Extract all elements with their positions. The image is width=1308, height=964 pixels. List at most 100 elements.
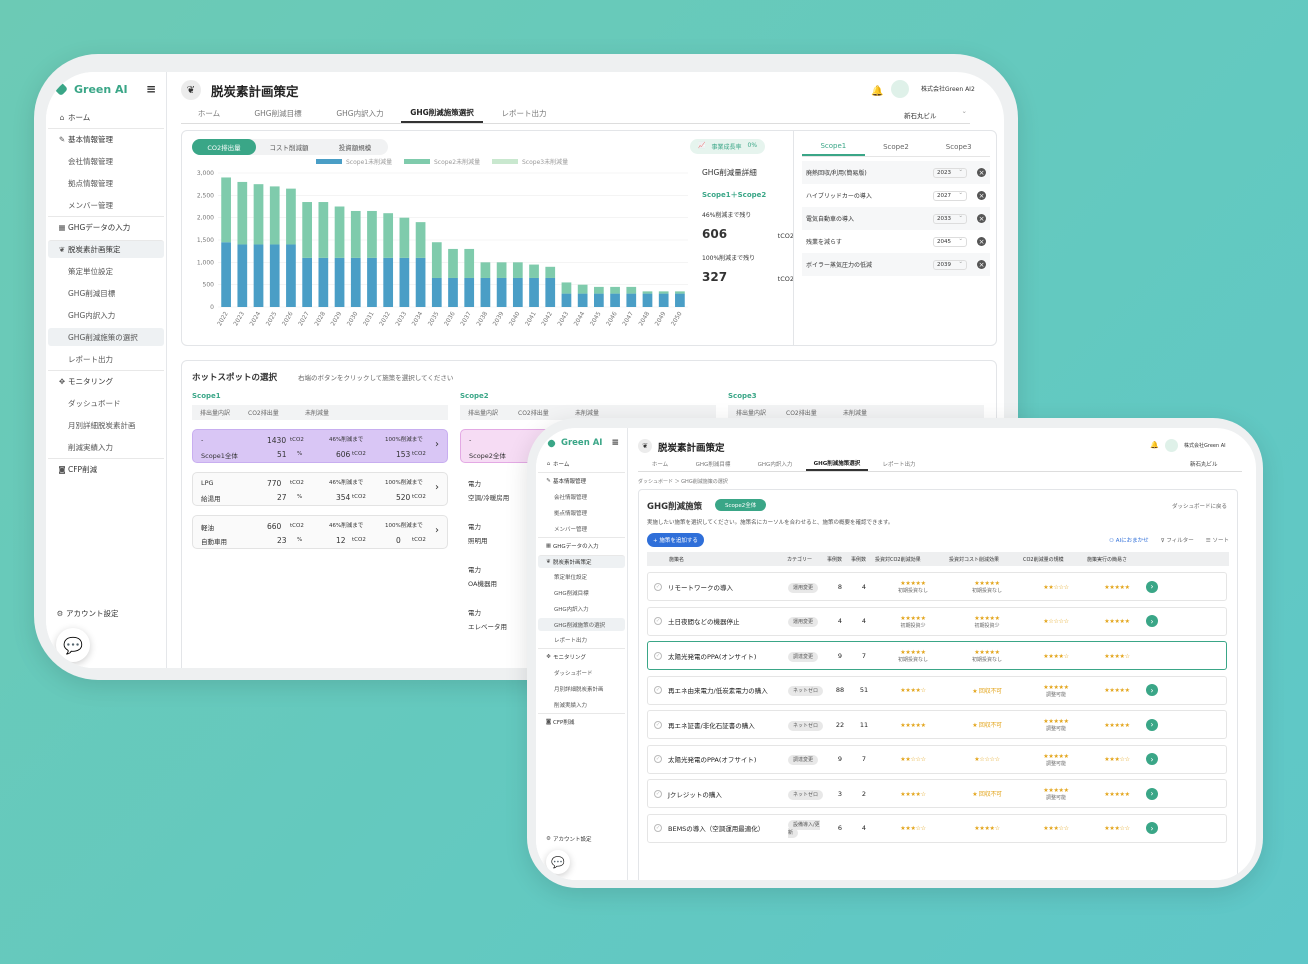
remove-icon[interactable]: × [977,214,986,223]
remove-icon[interactable]: × [977,191,986,200]
year-select[interactable]: 2027 [933,190,967,201]
measure-name[interactable]: リモートワークの導入 [668,583,733,592]
tab-report[interactable]: レポート出力 [501,109,547,118]
nav-strategy-unit[interactable]: 策定単位設定 [538,569,625,585]
back-to-dashboard-link[interactable]: ダッシュボードに戻る [1171,504,1227,510]
check-icon[interactable]: ✓ [654,651,662,660]
hotspot-item[interactable]: LPG 給湯用 770 tCO2 27% 46%削減まで 354 tCO2 100%削減まで 52… [192,472,448,506]
tab-report[interactable]: レポート出力 [882,462,916,468]
year-select[interactable]: 2023 [933,167,967,178]
nav-cfp[interactable]: ◙ CFP削減 [538,713,625,730]
check-icon[interactable]: ✓ [654,686,662,694]
check-icon[interactable]: ✓ [654,755,662,763]
column-header[interactable]: 事例数 [851,556,867,563]
filter-button[interactable]: ⊽ フィルター [1161,536,1194,544]
measure-name[interactable]: 再エネ由来電力/低炭素電力の購入 [668,687,768,695]
nav-home[interactable]: ⌂ ホーム [538,456,625,472]
table-row[interactable]: ✓ 太陽光発電のPPA(オフサイト) 調達変更 9 7 ★★☆☆☆ ★☆☆☆☆ ★★★★★ 調整… [647,744,1227,774]
nav-report[interactable]: レポート出力 [48,348,164,370]
bell-icon[interactable]: 🔔 [871,86,884,97]
table-row[interactable]: ✓ 土日夜間などの機器停止 運用変更 4 4 ★★★★★ 初期投資少 ★★★★★ 初期投資少 ★☆… [647,606,1227,636]
nav-account[interactable]: ⚙ アカウント設定 [54,608,119,619]
table-row[interactable]: ✓ 太陽光発電のPPA(オンサイト) 調達変更 9 7 ★★★★★ 初期投資なし ★★★★★ 初… [647,641,1227,670]
nav-ghg-input[interactable]: ▦ GHGデータの入力 [538,537,625,554]
measure-name[interactable]: 太陽光発電のPPA(オンサイト) [668,652,757,661]
nav-member[interactable]: メンバー管理 [538,521,625,537]
tab-scope2[interactable]: Scope2 [883,143,909,151]
table-row[interactable]: ✓ 再エネ証書/非化石証書の購入 ネットゼロ 22 11 ★★★★★ ★ 回収不可 ★★★★★… [647,710,1227,739]
check-icon[interactable]: ✓ [654,720,662,729]
nav-ghg-measures[interactable]: GHG削減施策の選択 [538,618,625,631]
tab-home[interactable]: ホーム [197,109,221,118]
table-row[interactable]: ✓ BEMSの導入（空調運用最適化） 設備導入/更新 6 4 ★★★☆☆ ★★★★☆ ★★★☆… [647,813,1227,843]
column-header[interactable]: 施策名 [669,556,685,563]
chat-button[interactable]: 💬 [546,850,570,874]
chevron-right-icon[interactable]: › [1146,718,1158,731]
chevron-right-icon[interactable]: › [1146,822,1158,834]
hotspot-item[interactable]: - Scope1全体 1430 tCO2 51% 46%削減まで 606 tCO2 100%削減… [192,429,448,463]
tab-ghg-measures[interactable]: GHG削減施策選択 [401,107,483,123]
nav-ghg-input[interactable]: ▦ GHGデータの入力 [48,216,164,238]
building-select[interactable]: 新石丸ビル [1190,462,1218,468]
nav-basic[interactable]: ✎ 基本情報管理 [48,128,164,150]
scope-badge[interactable]: Scope2全体 [715,499,767,511]
tab-ghg-breakdown[interactable]: GHG内訳入力 [336,109,384,118]
tab-ghg-target[interactable]: GHG削減目標 [695,462,731,468]
chevron-right-icon[interactable]: › [435,439,439,450]
remove-icon[interactable]: × [977,237,986,246]
nav-account[interactable]: ⚙ アカウント設定 [544,835,591,843]
bell-icon[interactable]: 🔔 [1150,441,1159,449]
tab-home[interactable]: ホーム [651,462,669,468]
nav-report[interactable]: レポート出力 [538,632,625,648]
column-header[interactable]: 事例数 [827,556,843,563]
nav-ghg-target[interactable]: GHG削減目標 [538,585,625,601]
hotspot-item[interactable]: 軽油 自動車用 660 tCO2 23% 46%削減まで 12 tCO2 100%削減まで 0 tC… [192,515,448,549]
column-header[interactable]: カテゴリー [787,556,813,563]
nav-strategy-unit[interactable]: 策定単位設定 [48,260,164,282]
tab-scope3[interactable]: Scope3 [945,143,972,151]
nav-site[interactable]: 拠点情報管理 [48,172,164,194]
chevron-right-icon[interactable]: › [1146,684,1158,696]
nav-ghg-measures[interactable]: GHG削減施策の選択 [48,328,164,346]
nav-ghg-breakdown[interactable]: GHG内訳入力 [48,304,164,326]
remove-icon[interactable]: × [977,168,986,177]
nav-home[interactable]: ⌂ ホーム [48,106,164,128]
check-icon[interactable]: ✓ [654,617,662,625]
column-header[interactable]: 投資対CO2削減効果 [875,556,921,563]
chevron-right-icon[interactable]: › [1146,615,1158,627]
nav-monthly[interactable]: 月別詳細脱炭素計画 [48,414,164,436]
table-row[interactable]: ✓ Jクレジットの購入 ネットゼロ 3 2 ★★★★☆ ★ 回収不可 ★★★★★ 調整可能 ★★★… [647,779,1227,808]
measure-name[interactable]: 太陽光発電のPPA(オフサイト) [668,756,757,764]
avatar[interactable] [1165,439,1178,452]
growth-rate[interactable]: 📈 事業成長率 0% [690,139,766,154]
company-select[interactable]: 株式会社Green AI2 [917,80,997,95]
year-select[interactable]: 2039 [933,259,967,270]
measure-name[interactable]: 土日夜間などの機器停止 [668,618,740,626]
building-select[interactable]: 新石丸ビル [900,107,970,121]
nav-monthly[interactable]: 月別詳細脱炭素計画 [538,681,625,697]
nav-cfp[interactable]: ◙ CFP削減 [48,458,164,480]
nav-dashboard[interactable]: ダッシュボード [48,392,164,414]
check-icon[interactable]: ✓ [654,789,662,798]
check-icon[interactable]: ✓ [654,824,662,832]
chevron-right-icon[interactable]: › [1146,787,1158,800]
tab-co2[interactable]: CO2排出量 [192,139,256,155]
tab-scope1[interactable]: Scope1 [802,142,865,156]
tab-ghg-measures[interactable]: GHG削減施策選択 [806,459,868,471]
nav-plan[interactable]: ❦ 脱炭素計画策定 [48,240,164,258]
remove-icon[interactable]: × [977,260,986,269]
tab-investment[interactable]: 投資額規模 [338,144,372,152]
nav-actual[interactable]: 削減実績入力 [538,697,625,713]
nav-dashboard[interactable]: ダッシュボード [538,665,625,681]
tab-ghg-breakdown[interactable]: GHG内訳入力 [757,462,793,468]
nav-site[interactable]: 拠点情報管理 [538,505,625,521]
table-row[interactable]: ✓ リモートワークの導入 運用変更 8 4 ★★★★★ 初期投資なし ★★★★★ 初期投資なし ★… [647,572,1227,601]
nav-company[interactable]: 会社情報管理 [538,489,625,505]
column-header[interactable]: 施策実行の簡易さ [1087,556,1128,563]
nav-monitoring[interactable]: ✥ モニタリング [538,648,625,665]
add-measure-button[interactable]: + 施策を追加する [647,533,704,547]
year-select[interactable]: 2045 [933,236,967,247]
year-select[interactable]: 2033 [933,213,967,224]
measure-name[interactable]: Jクレジットの購入 [668,790,722,799]
avatar[interactable] [891,80,909,98]
